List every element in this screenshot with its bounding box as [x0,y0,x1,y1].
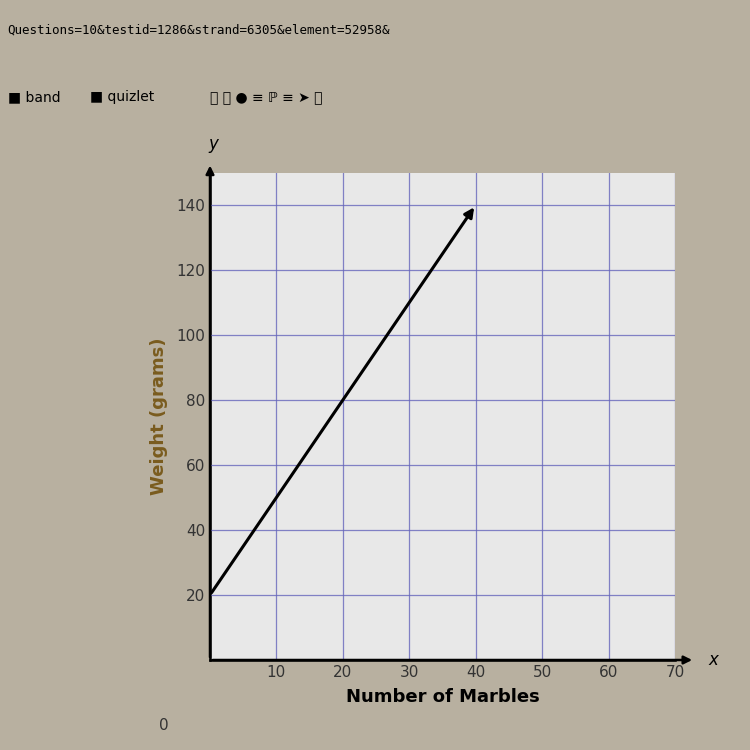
Text: y: y [209,135,218,153]
Text: ■ quizlet: ■ quizlet [90,91,154,104]
X-axis label: Number of Marbles: Number of Marbles [346,688,539,706]
Text: x: x [708,651,718,669]
Text: ■ band: ■ band [8,91,60,104]
Text: Questions=10&testid=1286&strand=6305&element=52958&: Questions=10&testid=1286&strand=6305&ele… [8,24,390,37]
Y-axis label: Weight (grams): Weight (grams) [150,338,168,495]
Text: 0: 0 [159,718,168,734]
Text: 📁 🔼 ● ≡ ℙ ≡ ➤ 🔼: 📁 🔼 ● ≡ ℙ ≡ ➤ 🔼 [210,91,322,104]
